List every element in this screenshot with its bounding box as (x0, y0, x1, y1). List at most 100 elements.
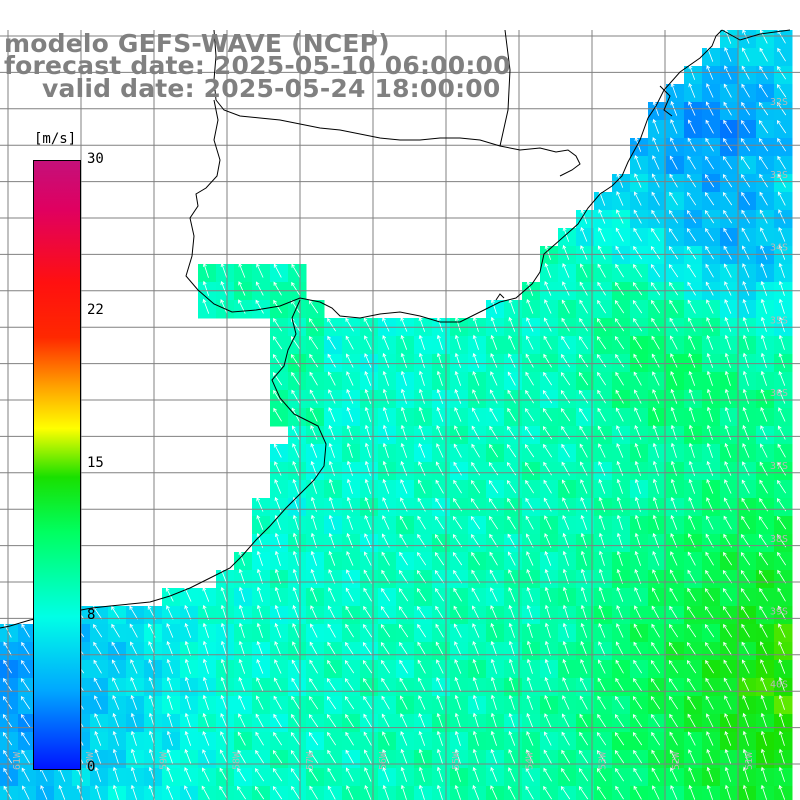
wind-arrow (309, 696, 319, 710)
wind-arrow (705, 155, 715, 170)
wind-arrow (562, 658, 570, 674)
wind-arrow (489, 407, 498, 422)
wind-arrow (580, 677, 588, 692)
wind-arrow (652, 424, 660, 440)
wind-arrow (651, 353, 660, 368)
wind-arrow (579, 443, 588, 458)
wind-arrow (562, 281, 570, 296)
wind-arrow (615, 677, 624, 692)
wind-arrow (309, 750, 319, 764)
wind-arrow (111, 623, 120, 638)
wind-arrow (94, 730, 102, 746)
wind-arrow (471, 587, 480, 602)
wind-arrow (616, 191, 624, 206)
wind-arrow (687, 299, 696, 314)
wind-arrow (561, 767, 571, 782)
wind-arrow (580, 226, 588, 242)
wind-arrow (309, 659, 318, 674)
wind-arrow (309, 641, 318, 656)
wind-arrow (434, 534, 445, 548)
wind-arrow (724, 730, 732, 746)
wind-arrow (310, 550, 317, 566)
wind-arrow (436, 443, 444, 458)
wind-cell (432, 786, 451, 800)
wind-arrow (272, 336, 283, 350)
wind-arrow (273, 263, 282, 278)
wind-arrow (742, 766, 749, 782)
wind-arrow (616, 460, 624, 476)
wind-arrow (705, 642, 715, 656)
wind-arrow (507, 389, 516, 404)
wind-arrow (724, 442, 732, 458)
wind-arrow (328, 389, 336, 404)
wind-arrow (580, 263, 588, 278)
wind-arrow (490, 676, 497, 692)
wind-arrow (363, 624, 373, 638)
wind-arrow (346, 388, 354, 404)
wind-arrow (670, 371, 678, 386)
wind-arrow (220, 586, 227, 602)
wind-arrow (490, 334, 498, 350)
wind-arrow (544, 604, 551, 620)
wind-arrow (346, 406, 354, 422)
wind-arrow (255, 281, 264, 296)
wind-arrow (579, 336, 589, 350)
wind-arrow (238, 658, 246, 674)
wind-arrow (706, 406, 713, 422)
wind-arrow (166, 712, 173, 728)
lon-label: 53W (598, 751, 609, 770)
wind-arrow (760, 334, 767, 350)
wind-arrow (382, 388, 389, 404)
wind-arrow (309, 353, 319, 368)
lon-label: 60W (85, 751, 96, 770)
wind-arrow (776, 120, 787, 134)
wind-arrow (776, 534, 787, 548)
wind-arrow (400, 352, 407, 368)
wind-arrow (129, 605, 138, 620)
wind-arrow (274, 586, 281, 602)
wind-arrow (220, 713, 228, 728)
wind-arrow (400, 479, 408, 494)
wind-arrow (706, 713, 714, 728)
wind-arrow (364, 551, 372, 566)
wind-arrow (723, 245, 732, 260)
wind-arrow (471, 480, 481, 494)
title-forecast-date: forecast date: 2025-05-10 06:00:00 (4, 51, 511, 80)
wind-arrow (202, 730, 210, 746)
wind-arrow (184, 694, 191, 710)
wind-arrow (544, 731, 552, 746)
wind-arrow (327, 353, 336, 368)
wind-arrow (507, 425, 517, 440)
wind-arrow (560, 786, 571, 800)
wind-arrow (614, 750, 625, 764)
wind-arrow (778, 766, 785, 782)
wind-arrow (760, 748, 767, 764)
wind-arrow (778, 298, 785, 314)
wind-arrow (760, 676, 768, 692)
wind-arrow (706, 784, 713, 800)
wind-arrow (651, 317, 660, 332)
wind-arrow (632, 714, 643, 728)
lat-label: 34S (770, 243, 788, 254)
wind-arrow (634, 191, 642, 206)
wind-arrow (615, 281, 625, 296)
wind-arrow (526, 694, 534, 710)
wind-arrow (256, 550, 263, 566)
wind-arrow (184, 730, 192, 746)
wind-arrow (345, 317, 354, 332)
wind-arrow (544, 640, 551, 656)
wind-arrow (616, 550, 623, 566)
wind-arrow (562, 622, 569, 638)
wind-arrow (598, 586, 605, 602)
wind-arrow (490, 658, 497, 674)
wind-arrow (238, 604, 245, 620)
wind-arrow (237, 749, 246, 764)
wind-arrow (597, 677, 606, 692)
wind-arrow (670, 388, 678, 404)
colorbar-tick-0: 0 (87, 759, 96, 775)
wind-arrow (616, 443, 624, 458)
wind-arrow (670, 442, 677, 458)
wind-cell (342, 786, 361, 800)
wind-arrow (778, 784, 786, 800)
wind-arrow (453, 605, 462, 620)
